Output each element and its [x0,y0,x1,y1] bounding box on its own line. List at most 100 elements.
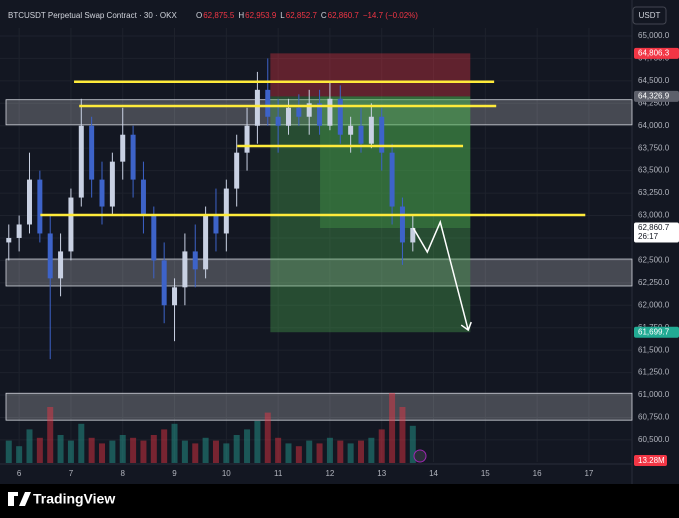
ohlc-value: 62,953.9 [245,11,277,20]
candle-body [37,179,43,234]
volume-bar [368,437,375,463]
candle-body [348,125,354,135]
x-tick-label: 15 [481,469,490,478]
candle-body [130,134,136,180]
x-tick-label: 13 [377,469,386,478]
y-tick-label: 60,500.0 [638,435,670,444]
y-tick-label: 63,000.0 [638,211,670,220]
footer [0,484,679,518]
zone [5,392,633,421]
ohlc-value: 62,860.7 [328,11,360,20]
volume-bar [254,421,261,463]
brand-logo [8,492,31,506]
volume-bar [140,440,147,463]
candle-body [399,206,405,243]
currency-label[interactable]: USDT [639,11,661,20]
price-label-bg [634,326,679,338]
candle-body [89,125,95,180]
arrow-head [460,321,472,332]
chart-title: BTCUSDT Perpetual Swap Contract · 30 · O… [8,11,177,20]
y-tick-label: 61,500.0 [638,345,670,354]
candle-body [203,215,209,270]
candle-body [6,237,12,243]
volume-bar [88,437,95,463]
candle-body [140,179,146,216]
candle-body [275,116,281,126]
ohlc-value: 62,875.5 [203,11,235,20]
ohlc-key: O [196,11,202,20]
volume-bar [285,443,292,463]
y-tick-label: 61,000.0 [638,390,670,399]
candle-body [151,215,157,261]
candle-body [16,224,22,238]
candle-body [234,152,240,189]
volume-bar [192,443,199,463]
y-tick-label: 64,000.0 [638,121,670,130]
y-tick-label: 63,750.0 [638,143,670,152]
x-tick-label: 8 [121,469,126,478]
price-label: 64,806.3 [638,48,670,57]
volume-bar [326,437,333,463]
candle-body [182,251,188,288]
ohlc-key: C [321,11,327,20]
candle-body [285,107,291,126]
volume-bar [109,440,116,463]
volume-bar [16,446,23,463]
y-tick-label: 63,500.0 [638,166,670,175]
volume-bar [306,440,313,463]
y-tick-label: 61,250.0 [638,368,670,377]
volume-bar [347,443,354,463]
target-zone-filled [320,96,471,229]
volume-bar [161,429,168,463]
x-tick-label: 6 [17,469,22,478]
candle-body [368,116,374,144]
candle-body [78,125,84,198]
volume-bar [57,435,64,463]
volume-bar [171,423,178,463]
candle-body [68,197,74,252]
volume-bar [99,443,106,463]
candle-body [389,152,395,207]
candle-body [244,125,250,153]
x-tick-label: 9 [172,469,177,478]
volume-bar [378,429,385,463]
volume-bar [26,429,33,463]
volume-bar [47,407,54,463]
price-label: 62,860.7 [638,223,670,232]
volume-bar [264,412,271,463]
volume-bar [5,440,12,463]
price-label-bg [634,90,679,102]
price-label: 64,326.9 [638,92,670,101]
price-label-bg [634,222,679,243]
volume-bar [119,435,126,463]
volume-bar [275,437,282,463]
candle-body [254,89,260,126]
x-tick-label: 11 [274,469,283,478]
scroll-button[interactable] [413,449,427,463]
volume-bar [67,440,74,463]
x-tick-label: 12 [325,469,334,478]
candle-body [306,103,312,117]
ohlc-key: H [238,11,244,20]
volume-bar [316,443,323,463]
candle-body [265,89,271,117]
countdown-label: 26:17 [638,232,659,241]
volume-bar [337,440,344,463]
candle-body [296,107,302,117]
candle-body [161,260,167,306]
currency-button[interactable] [632,6,667,25]
y-tick-label: 62,250.0 [638,278,670,287]
volume-bar [181,440,188,463]
volume-bar [233,435,240,463]
candle-body [223,188,229,234]
y-tick-label: 62,000.0 [638,300,670,309]
candle-body [99,179,105,207]
y-tick-label: 64,500.0 [638,76,670,85]
y-tick-label: 63,250.0 [638,188,670,197]
volume-bar [399,407,406,463]
volume-bar [202,437,209,463]
volume-label: 13.28M [638,456,665,465]
candle-body [337,98,343,135]
projection-arrow [412,219,469,331]
